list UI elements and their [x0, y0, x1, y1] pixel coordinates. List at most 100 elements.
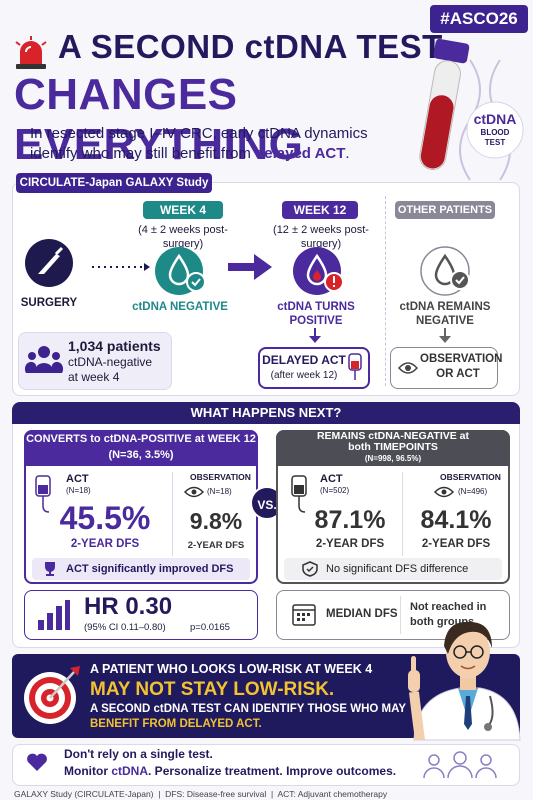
converts-title: CONVERTS to ctDNA-POSITIVE at WEEK 12 [26, 433, 256, 445]
subtitle: In resected stage I–IV CRC, early ctDNA … [30, 124, 380, 164]
converts-act-value: 45.5% [59, 500, 151, 536]
takeaway-highlight: ctDNA [111, 764, 149, 778]
iv-bag-icon [35, 475, 51, 513]
takeaway-lead: Monitor [64, 764, 108, 778]
other-badge: OTHER PATIENTS [395, 201, 495, 219]
patients-count: 1,034 patients [68, 338, 161, 354]
blood-tube [419, 38, 524, 181]
week4-badge: WEEK 4 [143, 201, 223, 219]
footnote-dfs: DFS: Disease-free survival [165, 789, 267, 799]
takeaway-end: . Personalize treatment. Improve outcome… [148, 764, 397, 778]
week12-status: ctDNA TURNS POSITIVE [277, 301, 355, 327]
week4-timing: (4 ± 2 weeks post-surgery) [138, 224, 228, 250]
eye-icon [397, 362, 419, 374]
group-icon [423, 751, 497, 779]
week12-icon [293, 247, 344, 295]
banner-line-3: A SECOND ctDNA TEST CAN IDENTIFY THOSE W… [90, 703, 407, 715]
bars-icon [38, 600, 70, 630]
week4-status: ctDNA NEGATIVE [132, 301, 228, 313]
delayed-act-note: (after week 12) [270, 370, 338, 381]
surgery-label: SURGERY [20, 297, 78, 309]
remains-obs-label: OBSERVATION [440, 472, 501, 482]
tube-label-top: ctDNA [473, 111, 517, 127]
converts-header [24, 430, 258, 466]
takeaway-line-1: Don't rely on a single test. [64, 747, 213, 761]
hr-p: p=0.0165 [190, 622, 230, 633]
siren-icon [15, 36, 47, 69]
other-icon [420, 246, 470, 296]
trophy-icon [45, 562, 55, 576]
patients-note: ctDNA-negative at week 4 [68, 355, 153, 384]
people-icon [24, 346, 64, 373]
converts-obs-metric: 2-YEAR DFS [187, 540, 245, 551]
divider [400, 596, 401, 634]
iv-bag-icon [348, 353, 362, 380]
eye-icon [433, 486, 455, 498]
shield-icon [302, 561, 318, 577]
badge: #ASCO26 [430, 5, 528, 33]
title-line-1: A SECOND ctDNA TEST [58, 28, 443, 65]
converts-obs-n: (N=18) [207, 487, 232, 496]
remains-obs-value: 84.1% [420, 506, 492, 534]
footnote-study: GALAXY Study (CIRCULATE-Japan) [14, 789, 154, 799]
banner-line-2: MAY NOT STAY LOW-RISK. [90, 679, 335, 700]
hr-value: HR 0.30 [84, 593, 173, 620]
converts-obs-value: 9.8% [189, 508, 243, 534]
divider [172, 472, 173, 556]
remains-act-value: 87.1% [314, 506, 386, 534]
heart-icon [27, 753, 47, 771]
week4-icon [155, 247, 206, 295]
hr-box [24, 590, 258, 640]
study-label: CIRCULATE-Japan GALAXY Study [16, 173, 212, 193]
remains-n: (N=998, 96.5%) [364, 454, 422, 463]
remains-obs-n: (N=496) [458, 487, 488, 496]
down-arrow [439, 328, 451, 343]
remains-note-box [284, 558, 502, 580]
remains-act-n: (N=502) [320, 486, 350, 495]
remains-act-label: ACT [320, 473, 343, 485]
patients-box [18, 332, 172, 390]
converts-obs-label: OBSERVATION [190, 472, 251, 482]
week12-timing: (12 ± 2 weeks post-surgery) [273, 224, 369, 250]
takeaway-line-2: Monitor ctDNA. Personalize treatment. Im… [64, 764, 396, 778]
remains-act-metric: 2-YEAR DFS [315, 538, 385, 550]
converts-note-box [32, 558, 250, 580]
eye-icon [183, 486, 205, 498]
banner-line-4: BENEFIT FROM DELAYED ACT. [90, 718, 262, 730]
divider [385, 196, 386, 386]
footnote-act: ACT: Adjuvant chemotherapy [277, 789, 388, 799]
converts-act-label: ACT [66, 473, 89, 485]
converts-n: (N=36, 3.5%) [108, 449, 174, 461]
results-heading: WHAT HAPPENS NEXT? [12, 402, 520, 424]
tube-label-bottom: BLOOD TEST [480, 128, 510, 147]
banner-line-1: A PATIENT WHO LOOKS LOW-RISK AT WEEK 4 [90, 662, 373, 676]
converts-note: ACT significantly improved DFS [66, 563, 234, 575]
week12-badge: WEEK 12 [282, 201, 358, 219]
doctor-illustration [408, 621, 521, 741]
remains-title: REMAINS ctDNA-NEGATIVE at both TIMEPOINT… [316, 430, 470, 453]
hr-ci: (95% CI 0.11–0.80) [84, 622, 166, 633]
median-label: MEDIAN DFS [326, 608, 398, 620]
remains-note: No significant DFS difference [326, 563, 469, 575]
converts-act-n: (N=18) [66, 486, 91, 495]
other-status: ctDNA REMAINS NEGATIVE [399, 301, 491, 327]
delayed-act-title: DELAYED ACT [262, 353, 346, 367]
purple-arrow [228, 254, 272, 280]
surgery-icon [25, 239, 73, 287]
remains-header [276, 430, 510, 466]
subtitle-lead: In resected stage I–IV CRC, early ctDNA … [30, 125, 368, 162]
down-arrow [309, 328, 321, 343]
calendar-icon [292, 604, 316, 626]
subtitle-end: . [345, 145, 350, 162]
subtitle-highlight: delayed ACT [255, 145, 346, 162]
iv-bag-icon [291, 475, 307, 513]
footnote: GALAXY Study (CIRCULATE-Japan) | DFS: Di… [14, 789, 388, 799]
observation-label: OBSERVATION OR ACT [420, 353, 503, 380]
dotted-arrow [92, 263, 150, 271]
converts-act-metric: 2-YEAR DFS [70, 538, 140, 550]
divider [402, 472, 403, 556]
target-icon [24, 666, 80, 724]
title-line-2: CHANGES EVERYTHING [14, 70, 304, 169]
remains-obs-metric: 2-YEAR DFS [421, 538, 491, 550]
